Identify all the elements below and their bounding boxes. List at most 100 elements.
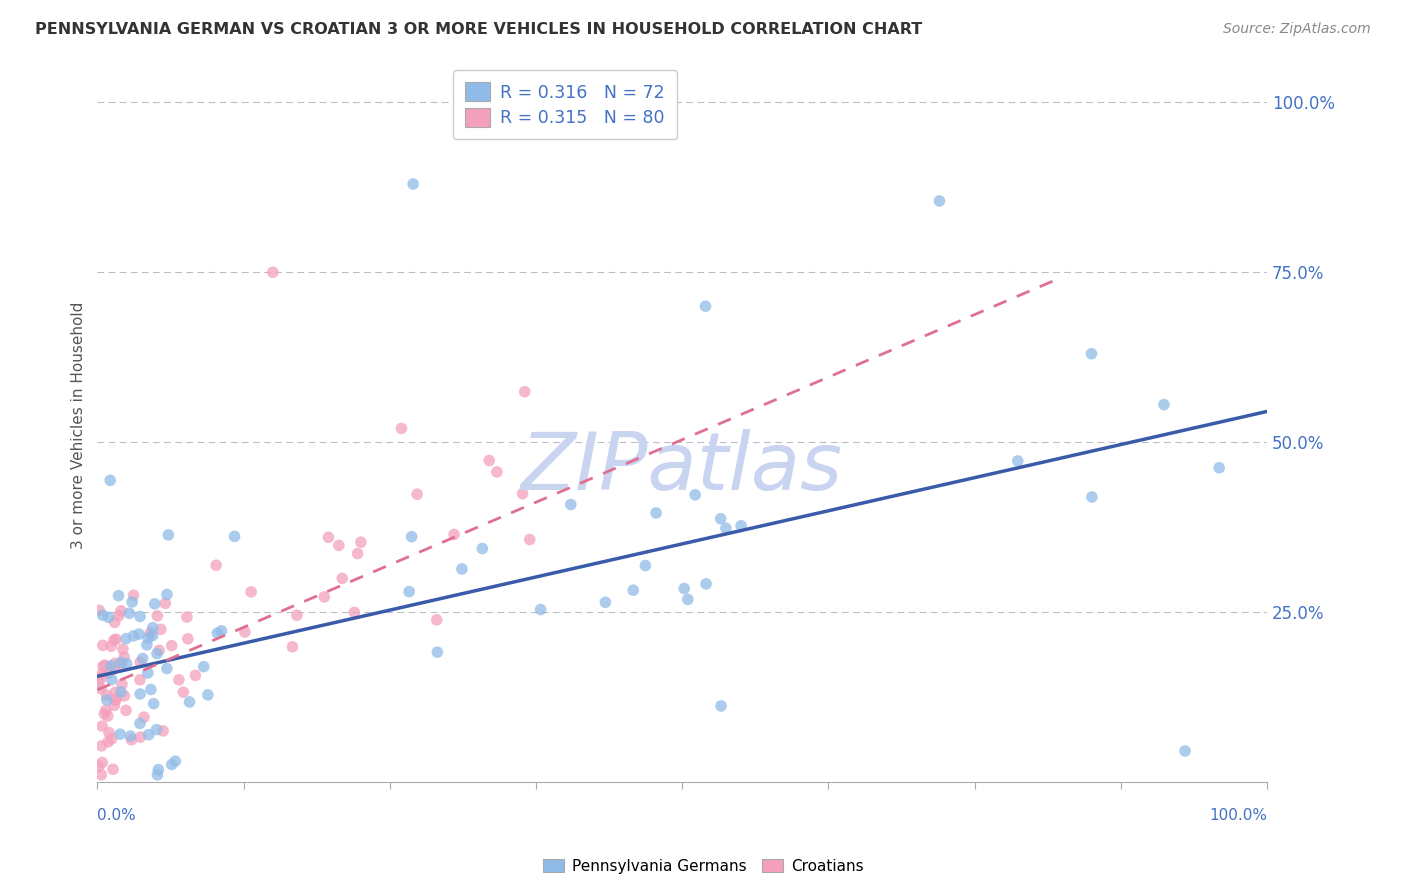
Point: [179, 695, 201, 709]
Point: [519, 533, 541, 547]
Point: [155, 596, 177, 610]
Point: [156, 587, 179, 601]
Point: [139, 626, 162, 640]
Point: [104, 685, 127, 699]
Point: [96, 693, 118, 707]
Point: [108, 727, 131, 741]
Point: [513, 384, 536, 399]
Point: [683, 488, 706, 502]
Point: [138, 728, 160, 742]
Point: [343, 606, 366, 620]
Text: ZIPatlas: ZIPatlas: [522, 429, 844, 507]
Point: [129, 687, 152, 701]
Point: [142, 697, 165, 711]
Point: [346, 547, 368, 561]
Point: [262, 265, 284, 279]
Point: [90, 681, 112, 696]
Point: [207, 626, 229, 640]
Point: [101, 762, 124, 776]
Point: [105, 632, 128, 647]
Point: [197, 688, 219, 702]
Point: [398, 584, 420, 599]
Point: [1174, 744, 1197, 758]
Point: [710, 512, 733, 526]
Point: [1081, 490, 1104, 504]
Point: [121, 595, 143, 609]
Text: 0.0%: 0.0%: [97, 808, 136, 823]
Point: [129, 609, 152, 624]
Point: [478, 453, 501, 467]
Point: [112, 689, 135, 703]
Point: [110, 657, 132, 671]
Point: [673, 582, 696, 596]
Point: [240, 585, 263, 599]
Point: [676, 592, 699, 607]
Point: [105, 692, 128, 706]
Point: [285, 608, 308, 623]
Point: [98, 473, 121, 487]
Point: [90, 768, 112, 782]
Point: [443, 527, 465, 541]
Point: [1208, 460, 1230, 475]
Point: [104, 615, 127, 630]
Point: [129, 716, 152, 731]
Point: [193, 659, 215, 673]
Point: [103, 698, 125, 713]
Point: [402, 177, 425, 191]
Point: [512, 486, 534, 500]
Point: [710, 698, 733, 713]
Point: [98, 725, 121, 739]
Point: [350, 535, 373, 549]
Text: PENNSYLVANIA GERMAN VS CROATIAN 3 OR MORE VEHICLES IN HOUSEHOLD CORRELATION CHAR: PENNSYLVANIA GERMAN VS CROATIAN 3 OR MOR…: [35, 22, 922, 37]
Point: [94, 703, 117, 717]
Point: [156, 662, 179, 676]
Point: [87, 675, 110, 690]
Point: [177, 632, 200, 646]
Point: [142, 628, 165, 642]
Point: [471, 541, 494, 556]
Point: [1007, 454, 1029, 468]
Point: [146, 647, 169, 661]
Legend: R = 0.316   N = 72, R = 0.315   N = 80: R = 0.316 N = 72, R = 0.315 N = 80: [453, 70, 678, 139]
Point: [426, 613, 449, 627]
Point: [97, 735, 120, 749]
Point: [103, 633, 125, 648]
Point: [118, 606, 141, 620]
Point: [104, 657, 127, 671]
Point: [111, 642, 134, 657]
Point: [148, 763, 170, 777]
Point: [621, 583, 644, 598]
Point: [401, 530, 423, 544]
Point: [110, 604, 132, 618]
Point: [91, 719, 114, 733]
Point: [107, 589, 129, 603]
Point: [120, 732, 142, 747]
Point: [160, 757, 183, 772]
Point: [115, 657, 138, 671]
Point: [314, 590, 336, 604]
Point: [100, 639, 122, 653]
Point: [104, 693, 127, 707]
Point: [91, 666, 114, 681]
Point: [318, 530, 340, 544]
Point: [645, 506, 668, 520]
Point: [233, 625, 256, 640]
Point: [695, 577, 717, 591]
Text: Source: ZipAtlas.com: Source: ZipAtlas.com: [1223, 22, 1371, 37]
Point: [152, 723, 174, 738]
Point: [426, 645, 449, 659]
Point: [91, 659, 114, 673]
Point: [136, 631, 159, 645]
Point: [132, 710, 155, 724]
Point: [281, 640, 304, 654]
Point: [139, 682, 162, 697]
Point: [160, 639, 183, 653]
Point: [714, 521, 737, 535]
Point: [90, 739, 112, 753]
Point: [634, 558, 657, 573]
Point: [111, 677, 134, 691]
Point: [928, 194, 950, 208]
Point: [115, 632, 138, 646]
Point: [143, 597, 166, 611]
Point: [165, 754, 187, 768]
